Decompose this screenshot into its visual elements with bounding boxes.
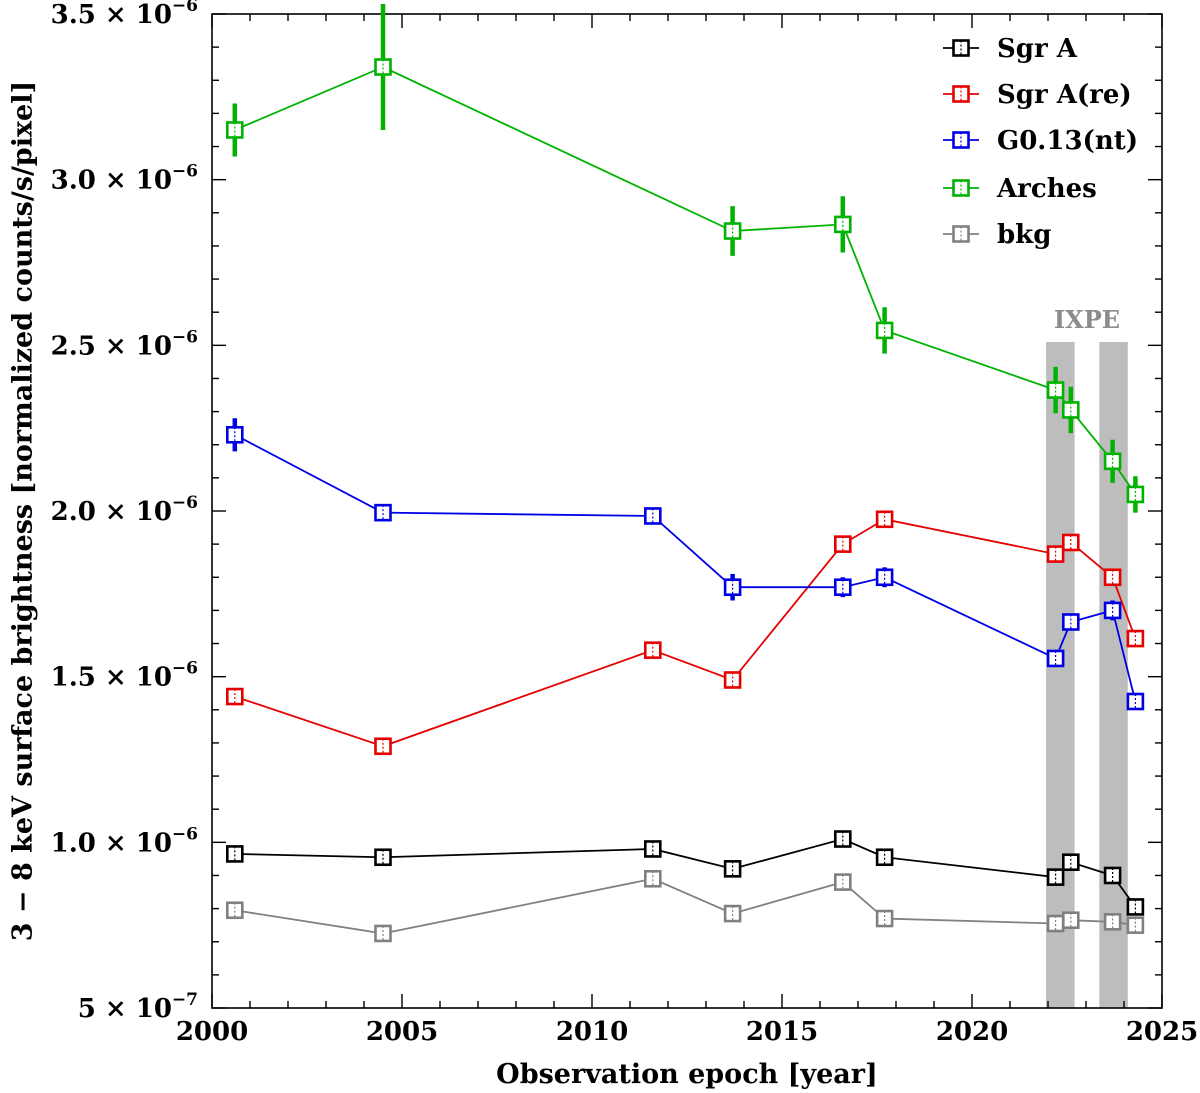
series-sgr-a-re-	[226, 510, 1145, 756]
y-tick-label: 2.0 × 10−6	[51, 493, 198, 527]
x-tick-label: 2025	[1126, 1017, 1198, 1047]
y-tick-label: 1.5 × 10−6	[51, 659, 198, 693]
y-tick-label: 3.0 × 10−6	[51, 162, 198, 196]
x-tick-label: 2020	[936, 1017, 1008, 1047]
y-tick-label: 3.5 × 10−6	[51, 0, 198, 30]
series-arches	[226, 4, 1145, 513]
legend-item: G0.13(nt)	[943, 126, 1138, 156]
series-line	[234, 877, 1136, 935]
y-axis-label: 3 − 8 keV surface brightness [normalized…	[8, 81, 39, 942]
legend-label: bkg	[997, 220, 1051, 250]
legend-item: bkg	[943, 220, 1051, 250]
x-tick-label: 2010	[556, 1017, 628, 1047]
ixpe-shaded-regions	[1046, 342, 1128, 1008]
x-tick-label: 2005	[366, 1017, 438, 1047]
legend-label: Arches	[996, 174, 1097, 204]
x-axis-label: Observation epoch [year]	[496, 1059, 878, 1090]
y-tick-label: 5 × 10−7	[78, 990, 198, 1024]
legend: Sgr A Sgr A(re) G0.13(nt) Arches bkg	[943, 34, 1138, 250]
axis-ticks: 2000 2005 2010 2015 2020 2025 5 × 10−7 1.0 × 10…	[51, 0, 1199, 1047]
series-g0-13-nt-	[226, 418, 1145, 711]
x-tick-label: 2015	[746, 1017, 818, 1047]
series-bkg	[226, 869, 1145, 943]
legend-item: Sgr A(re)	[943, 80, 1132, 110]
legend-label: Sgr A(re)	[997, 80, 1132, 110]
y-tick-label: 2.5 × 10−6	[51, 327, 198, 361]
series-group	[226, 4, 1145, 943]
ixpe-band-0	[1046, 342, 1075, 1008]
legend-label: Sgr A	[997, 34, 1078, 64]
ixpe-label: IXPE	[1054, 305, 1120, 334]
y-tick-label: 1.0 × 10−6	[51, 824, 198, 858]
legend-item: Sgr A	[943, 34, 1078, 64]
series-line	[234, 518, 1137, 748]
legend-label: G0.13(nt)	[997, 126, 1138, 156]
series-line	[234, 838, 1137, 908]
series-sgr-a	[226, 830, 1145, 916]
x-tick-label: 2000	[176, 1017, 248, 1047]
series-line	[234, 433, 1137, 702]
plot-frame	[211, 13, 1163, 1009]
legend-item: Arches	[943, 174, 1097, 204]
